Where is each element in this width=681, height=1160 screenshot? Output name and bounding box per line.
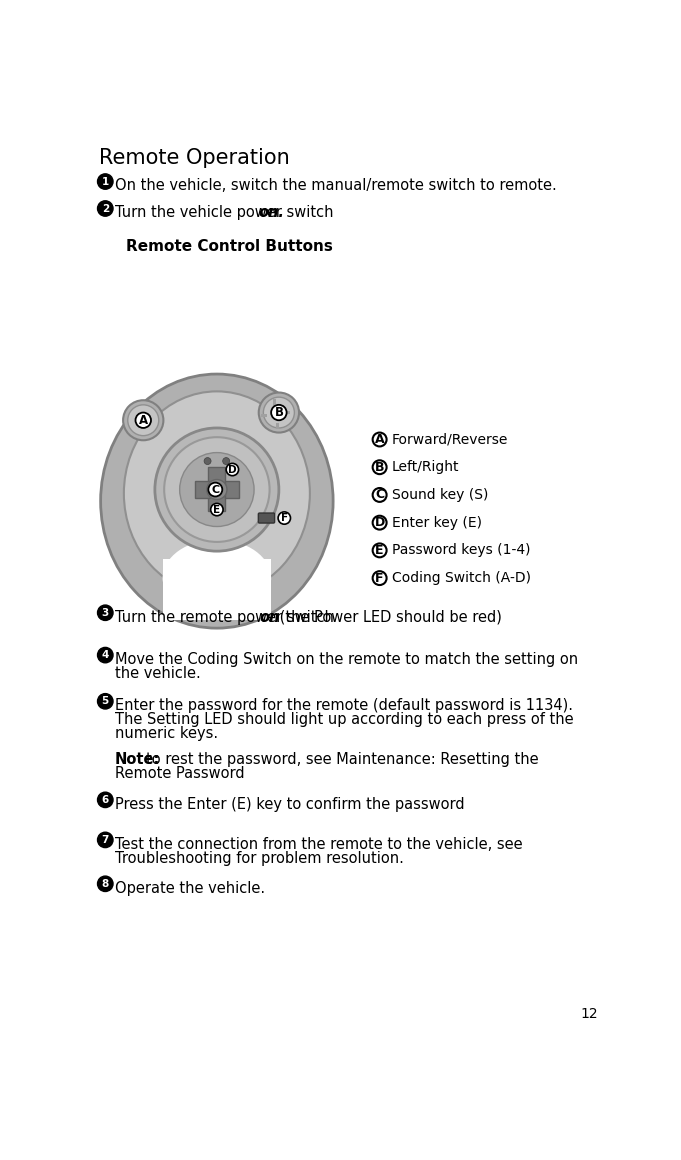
Text: 12: 12 bbox=[580, 1007, 598, 1021]
Circle shape bbox=[208, 483, 222, 496]
Ellipse shape bbox=[124, 391, 310, 595]
Text: Sound key (S): Sound key (S) bbox=[392, 488, 488, 502]
Circle shape bbox=[97, 694, 113, 709]
Bar bbox=[284, 411, 291, 414]
Circle shape bbox=[264, 397, 294, 428]
Circle shape bbox=[278, 512, 291, 524]
Circle shape bbox=[97, 606, 113, 621]
Circle shape bbox=[155, 428, 279, 551]
Text: Remote Operation: Remote Operation bbox=[99, 148, 290, 168]
Circle shape bbox=[373, 488, 387, 502]
Circle shape bbox=[97, 201, 113, 216]
Bar bbox=[208, 496, 225, 512]
Text: the vehicle.: the vehicle. bbox=[114, 666, 200, 681]
Bar bbox=[261, 414, 267, 418]
Text: 8: 8 bbox=[101, 879, 109, 889]
FancyBboxPatch shape bbox=[163, 559, 271, 621]
Text: Press the Enter (E) key to confirm the password: Press the Enter (E) key to confirm the p… bbox=[114, 797, 464, 812]
Circle shape bbox=[259, 392, 299, 433]
Circle shape bbox=[204, 457, 211, 464]
Text: A: A bbox=[375, 433, 385, 445]
Bar bbox=[208, 467, 225, 481]
Text: Troubleshooting for problem resolution.: Troubleshooting for problem resolution. bbox=[114, 850, 403, 865]
Circle shape bbox=[223, 457, 229, 464]
Text: E: E bbox=[375, 544, 384, 557]
Text: 7: 7 bbox=[101, 835, 109, 844]
Text: C: C bbox=[211, 485, 219, 494]
Circle shape bbox=[373, 433, 387, 447]
Circle shape bbox=[97, 876, 113, 892]
Circle shape bbox=[164, 437, 270, 542]
Text: on: on bbox=[259, 610, 280, 625]
Text: Forward/Reverse: Forward/Reverse bbox=[392, 433, 509, 447]
Text: Coding Switch (A-D): Coding Switch (A-D) bbox=[392, 571, 531, 585]
Ellipse shape bbox=[163, 539, 271, 617]
Text: Remote Password: Remote Password bbox=[114, 766, 244, 781]
Text: F: F bbox=[375, 572, 384, 585]
Text: 3: 3 bbox=[101, 608, 109, 618]
Circle shape bbox=[97, 647, 113, 662]
Text: Note:: Note: bbox=[114, 752, 160, 767]
Circle shape bbox=[373, 516, 387, 530]
Text: numeric keys.: numeric keys. bbox=[114, 726, 218, 741]
Circle shape bbox=[97, 174, 113, 189]
Text: D: D bbox=[228, 464, 237, 474]
Text: 6: 6 bbox=[101, 795, 109, 805]
Bar bbox=[276, 422, 279, 429]
FancyBboxPatch shape bbox=[258, 513, 274, 523]
Bar bbox=[225, 481, 239, 498]
Bar bbox=[272, 399, 276, 406]
Circle shape bbox=[373, 543, 387, 557]
Circle shape bbox=[207, 479, 227, 500]
Circle shape bbox=[136, 413, 151, 428]
Text: Left/Right: Left/Right bbox=[392, 461, 460, 474]
Circle shape bbox=[373, 461, 387, 474]
Text: 1: 1 bbox=[101, 176, 109, 187]
Text: Turn the remote power switch: Turn the remote power switch bbox=[114, 610, 338, 625]
Text: C: C bbox=[375, 488, 384, 501]
Text: E: E bbox=[213, 505, 221, 515]
Text: On the vehicle, switch the manual/remote switch to remote.: On the vehicle, switch the manual/remote… bbox=[114, 179, 556, 194]
Text: Password keys (1-4): Password keys (1-4) bbox=[392, 543, 530, 558]
Circle shape bbox=[271, 405, 287, 420]
Text: 2: 2 bbox=[101, 203, 109, 213]
Text: A: A bbox=[139, 414, 148, 427]
Text: B: B bbox=[375, 461, 384, 473]
Circle shape bbox=[180, 452, 254, 527]
Text: 5: 5 bbox=[101, 696, 109, 706]
Ellipse shape bbox=[101, 374, 333, 629]
Circle shape bbox=[123, 400, 163, 441]
Text: The Setting LED should light up according to each press of the: The Setting LED should light up accordin… bbox=[114, 712, 573, 727]
Text: 4: 4 bbox=[101, 650, 109, 660]
Text: Enter key (E): Enter key (E) bbox=[392, 516, 482, 530]
Text: Enter the password for the remote (default password is 1134).: Enter the password for the remote (defau… bbox=[114, 698, 573, 713]
Circle shape bbox=[226, 463, 238, 476]
Bar bbox=[195, 481, 210, 498]
Text: (the Power LED should be red): (the Power LED should be red) bbox=[275, 610, 502, 625]
Circle shape bbox=[97, 832, 113, 848]
Circle shape bbox=[373, 571, 387, 585]
Text: D: D bbox=[375, 516, 385, 529]
Text: Move the Coding Switch on the remote to match the setting on: Move the Coding Switch on the remote to … bbox=[114, 652, 577, 667]
Text: Remote Control Buttons: Remote Control Buttons bbox=[126, 239, 333, 254]
Text: Test the connection from the remote to the vehicle, see: Test the connection from the remote to t… bbox=[114, 836, 522, 851]
Text: Turn the vehicle power switch: Turn the vehicle power switch bbox=[114, 205, 338, 220]
Circle shape bbox=[128, 405, 159, 436]
Text: on.: on. bbox=[259, 205, 285, 220]
Circle shape bbox=[210, 503, 223, 516]
Text: B: B bbox=[274, 406, 283, 419]
Text: F: F bbox=[281, 513, 288, 523]
Circle shape bbox=[97, 792, 113, 807]
Text: to rest the password, see Maintenance: Resetting the: to rest the password, see Maintenance: R… bbox=[146, 752, 538, 767]
Text: Operate the vehicle.: Operate the vehicle. bbox=[114, 880, 265, 896]
